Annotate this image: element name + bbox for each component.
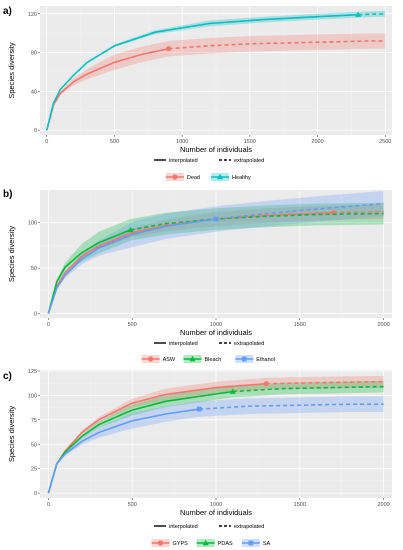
x-tick-label: 500: [110, 139, 119, 145]
y-tick-label: 125: [28, 369, 37, 375]
observed-point-gyps: [263, 381, 269, 387]
legend-key-marker: [148, 356, 154, 362]
legend-key-marker: [241, 356, 247, 362]
y-tick-label: 100: [28, 393, 37, 399]
y-tick-label: 0: [34, 311, 37, 317]
observed-point-ethanol: [213, 216, 219, 222]
y-tick-label: 50: [31, 266, 37, 272]
extrapolated-label: extrapolated: [234, 341, 264, 347]
observed-point-sa: [196, 406, 202, 412]
interpolated-label: interpolated: [169, 524, 198, 530]
legend-key-marker: [157, 540, 164, 546]
legend-label-gyps: GYPS: [173, 541, 189, 547]
legend-label-ethanol: Ethanol: [256, 357, 275, 363]
x-axis-title: Number of individuals: [180, 145, 252, 154]
legend-key-marker: [202, 539, 209, 546]
interpolated-line-healthy: [46, 13, 359, 131]
interpolated-line-dead: [46, 47, 169, 131]
y-tick-label: 40: [31, 89, 37, 95]
x-tick-label: 1000: [210, 502, 222, 508]
series-legend: ASW Bleach Ethanol: [141, 355, 275, 363]
series-legend: Dead Healthy: [165, 173, 251, 181]
extrapolated-line-dead: [168, 40, 386, 50]
extrapolated-line-gyps: [266, 380, 384, 385]
interpolated-line-sa: [47, 408, 200, 494]
method-legend: interpolated extrapolated: [154, 158, 264, 164]
extrapolated-line-asw: [333, 211, 384, 214]
observed-point-dead: [166, 46, 172, 52]
y-tick-label: 0: [34, 128, 37, 134]
x-tick-label: 2000: [311, 139, 323, 145]
legend-label-dead: Dead: [187, 175, 200, 181]
panel-letter: c): [3, 371, 12, 382]
confidence-band-ethanol: [48, 190, 384, 314]
y-tick-label: 25: [31, 467, 37, 473]
legend-label-pdas: PDAS: [218, 541, 233, 547]
x-axis-title: Number of individuals: [180, 328, 252, 337]
y-axis-title: Species diversity: [7, 42, 16, 99]
observed-point-healthy: [355, 11, 362, 17]
legend-key-marker: [189, 355, 196, 362]
series-legend: GYPS PDAS SA: [151, 539, 271, 547]
y-axis-title: Species diversity: [7, 226, 16, 283]
x-tick-label: 0: [45, 139, 48, 145]
extrapolated-label: extrapolated: [234, 158, 264, 164]
confidence-band-gyps: [48, 375, 384, 494]
legend-label-bleach: Bleach: [205, 357, 222, 363]
x-tick-label: 2500: [379, 139, 391, 145]
x-axis-title: Number of individuals: [180, 508, 252, 517]
chart-panel-3: c) 0 500 1000 1500 2000 0 25 50 75 100 125 Number of…: [3, 369, 392, 547]
extrapolated-line-healthy: [358, 13, 386, 16]
legend-label-asw: ASW: [163, 357, 176, 363]
panel-letter: b): [3, 189, 12, 200]
x-tick-label: 1500: [294, 322, 306, 328]
y-tick-label: 75: [31, 418, 37, 424]
interpolated-line-ethanol: [47, 218, 217, 314]
x-tick-label: 2000: [377, 322, 389, 328]
method-legend: interpolated extrapolated: [154, 341, 264, 347]
legend-label-healthy: Healthy: [232, 175, 251, 181]
x-tick-label: 500: [128, 322, 137, 328]
observed-point-bleach: [127, 226, 134, 233]
y-tick-label: 80: [31, 51, 37, 57]
x-tick-label: 1000: [210, 322, 222, 328]
observed-point-pdas: [229, 388, 236, 394]
y-tick-label: 50: [31, 442, 37, 448]
confidence-band-pdas: [48, 380, 384, 494]
y-axis-title: Species diversity: [7, 406, 16, 463]
y-tick-label: 120: [28, 12, 37, 18]
extrapolated-line-bleach: [130, 212, 384, 231]
legend-label-sa: SA: [263, 541, 271, 547]
x-tick-label: 1000: [176, 139, 188, 145]
x-tick-label: 2000: [377, 502, 389, 508]
extrapolated-label: extrapolated: [234, 524, 264, 530]
panel-letter: a): [3, 6, 12, 17]
method-legend: interpolated extrapolated: [154, 524, 264, 530]
interpolated-label: interpolated: [169, 158, 198, 164]
extrapolated-line-sa: [199, 403, 384, 410]
legend-key-marker: [172, 174, 178, 180]
chart-panel-2: b) 0 500 1000 1500 2000 0 50 100 Number of indivi…: [3, 189, 392, 363]
legend-key-marker: [248, 540, 254, 546]
legend-key-marker: [217, 173, 224, 180]
y-tick-label: 100: [28, 221, 37, 227]
extrapolated-line-ethanol: [215, 202, 384, 220]
x-tick-label: 0: [47, 322, 50, 328]
interpolated-label: interpolated: [169, 341, 198, 347]
x-tick-label: 500: [128, 502, 137, 508]
chart-panel-1: a) 0 500 1000 1500 2000 2500 0 40 80 120 Number of …: [3, 6, 392, 181]
y-tick-label: 0: [34, 491, 37, 497]
x-tick-label: 1500: [244, 139, 256, 145]
x-tick-label: 1500: [294, 502, 306, 508]
interpolated-line-bleach: [47, 229, 131, 314]
interpolated-line-asw: [47, 211, 334, 314]
x-tick-label: 0: [47, 502, 50, 508]
